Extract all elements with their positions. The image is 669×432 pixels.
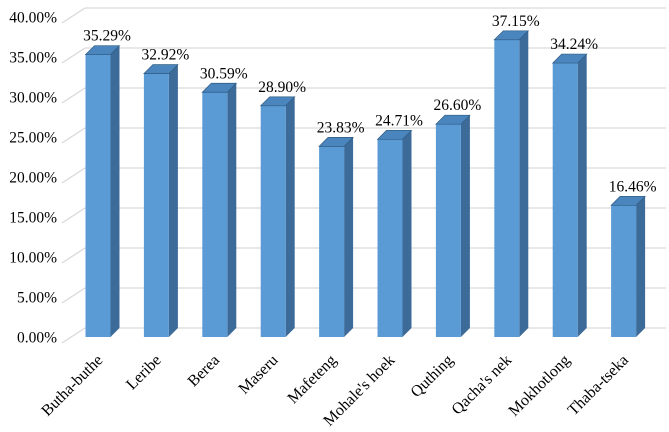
x-category-label: Leribe: [123, 352, 165, 394]
bar-side-face: [227, 83, 237, 337]
bar-top-face: [318, 137, 354, 147]
bar-value-label: 37.15%: [492, 13, 540, 30]
y-axis-depth-tick: [61, 207, 86, 224]
y-tick-label: 30.00%: [9, 90, 57, 107]
y-tick-label: 35.00%: [9, 50, 57, 67]
bar-side-face: [285, 96, 295, 337]
bar-side-face: [636, 196, 646, 337]
bar-front-face: [85, 54, 111, 338]
bar-front-face: [319, 146, 345, 337]
x-category-label: Quthing: [408, 352, 457, 401]
bar-value-label: 16.46%: [609, 178, 657, 195]
bar-value-label: 30.59%: [200, 65, 248, 82]
bar-value-label: 35.29%: [83, 28, 131, 45]
bar-front-face: [202, 92, 228, 337]
bar-side-face: [110, 45, 120, 338]
bar-front-face: [494, 39, 520, 338]
y-tick-label: 15.00%: [9, 210, 57, 227]
y-tick-label: 25.00%: [9, 130, 57, 147]
bar-top-face: [201, 82, 238, 93]
y-axis-depth-tick: [61, 327, 86, 344]
y-axis-depth-tick: [61, 127, 86, 144]
bar-front-face: [377, 139, 403, 337]
y-axis-depth-tick: [61, 47, 86, 64]
bar-top-face: [84, 45, 121, 56]
y-tick-label: 40.00%: [9, 10, 57, 27]
bar-side-face: [168, 64, 178, 337]
bar-value-label: 32.92%: [142, 47, 190, 64]
bar-front-face: [260, 105, 286, 337]
bar-value-label: 26.60%: [434, 97, 482, 114]
bar-side-face: [519, 30, 529, 338]
y-tick-label: 20.00%: [9, 170, 57, 187]
y-axis-depth-tick: [61, 247, 86, 264]
bar-top-face: [259, 96, 296, 107]
bar-side-face: [402, 130, 412, 337]
bar-side-face: [344, 137, 354, 337]
bar-top-face: [376, 129, 413, 140]
y-tick-label: 5.00%: [17, 290, 57, 307]
bar-top-face: [493, 30, 530, 41]
bar-side-face: [577, 54, 587, 337]
bar-front-face: [611, 205, 637, 337]
bar-value-label: 23.83%: [317, 119, 365, 136]
x-category-label: Berea: [185, 352, 223, 390]
bar-value-label: 28.90%: [258, 79, 306, 96]
bar-front-face: [552, 63, 578, 338]
bar-top-face: [610, 195, 646, 206]
y-axis-depth-tick: [61, 87, 86, 104]
bar-value-label: 24.71%: [375, 112, 423, 129]
y-tick-label: 10.00%: [9, 250, 57, 267]
x-category-label: Maseru: [236, 352, 282, 398]
bar-front-face: [143, 73, 169, 337]
x-category-label: Butha-buthe: [38, 352, 106, 420]
bar-value-label: 34.24%: [550, 36, 598, 53]
x-category-label: Mokhotlong: [506, 352, 574, 420]
y-axis-depth-tick: [61, 7, 86, 24]
bar-top-face: [435, 114, 471, 125]
x-category-label: Mafeteng: [285, 352, 340, 407]
y-tick-label: 0.00%: [17, 330, 57, 347]
bar-side-face: [460, 115, 470, 337]
bar-top-face: [551, 53, 588, 64]
bar-front-face: [435, 124, 461, 337]
x-category-label: Thaba-tseka: [565, 352, 632, 419]
y-axis-depth-tick: [61, 287, 86, 304]
y-axis-depth-tick: [61, 167, 86, 184]
bar-top-face: [143, 64, 179, 74]
